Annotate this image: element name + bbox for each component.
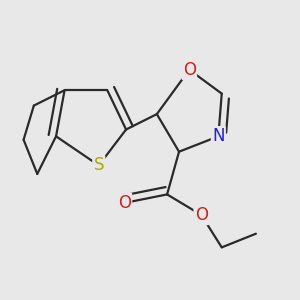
Text: O: O <box>183 61 196 79</box>
Text: N: N <box>212 127 225 145</box>
Text: S: S <box>94 156 104 174</box>
Text: O: O <box>195 206 208 224</box>
Text: O: O <box>118 194 131 212</box>
